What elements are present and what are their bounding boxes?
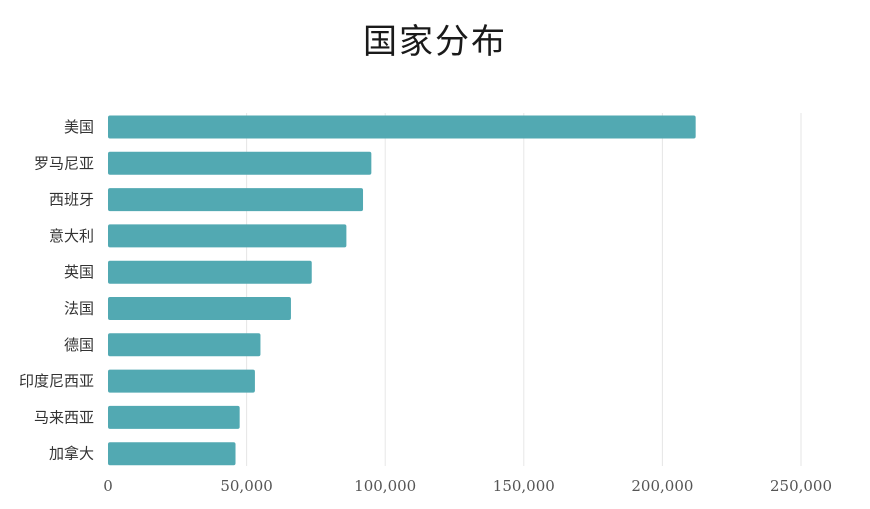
category-label: 意大利 [49, 227, 94, 245]
category-label: 英国 [64, 263, 94, 281]
x-tick-label: 50,000 [220, 477, 273, 495]
x-tick-label: 250,000 [770, 477, 832, 495]
category-label: 罗马尼亚 [34, 154, 94, 172]
x-tick-label: 150,000 [493, 477, 555, 495]
chart-title: 国家分布 [363, 22, 507, 62]
bar [108, 405, 240, 429]
bar [108, 369, 255, 393]
category-label: 加拿大 [49, 445, 94, 463]
bar [108, 151, 372, 175]
category-label: 德国 [64, 336, 94, 354]
category-label: 印度尼西亚 [19, 372, 94, 390]
bar [108, 115, 696, 139]
bar [108, 333, 261, 357]
bar [108, 188, 364, 212]
bar [108, 260, 312, 284]
bar [108, 442, 236, 466]
category-label: 马来西亚 [34, 408, 94, 426]
bar [108, 297, 291, 320]
bar [108, 224, 347, 248]
category-label: 西班牙 [49, 191, 94, 209]
category-label: 美国 [64, 118, 94, 136]
category-label: 法国 [64, 300, 94, 318]
x-tick-label: 0 [103, 477, 113, 495]
x-tick-label: 100,000 [354, 477, 416, 495]
x-tick-label: 200,000 [631, 477, 693, 495]
